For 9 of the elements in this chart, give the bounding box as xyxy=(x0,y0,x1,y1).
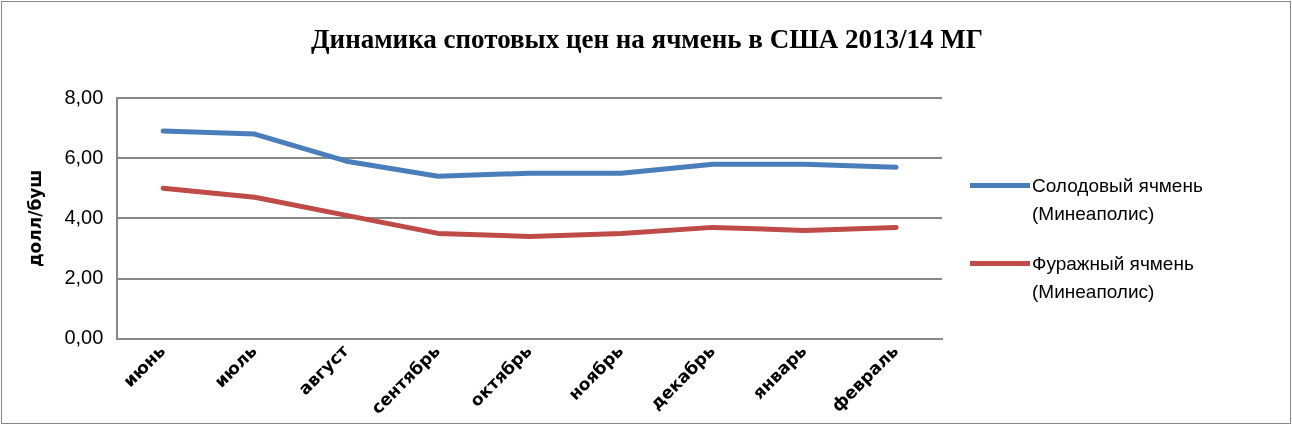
chart-title: Динамика спотовых цен на ячмень в США 2013/14 МГ xyxy=(310,24,984,55)
y-tick-label: 4,00 xyxy=(64,205,104,228)
y-tick-label: 2,00 xyxy=(64,266,104,289)
y-axis-title: долл/буш xyxy=(24,169,45,268)
legend-label: Солодовый ячмень (Минеаполис) xyxy=(1032,174,1204,226)
y-tick-label: 6,00 xyxy=(64,145,104,168)
legend-label: Фуражный ячмень (Минеаполис) xyxy=(1032,252,1195,304)
y-tick-label: 0,00 xyxy=(64,326,104,349)
y-tick-label: 8,00 xyxy=(64,85,104,108)
